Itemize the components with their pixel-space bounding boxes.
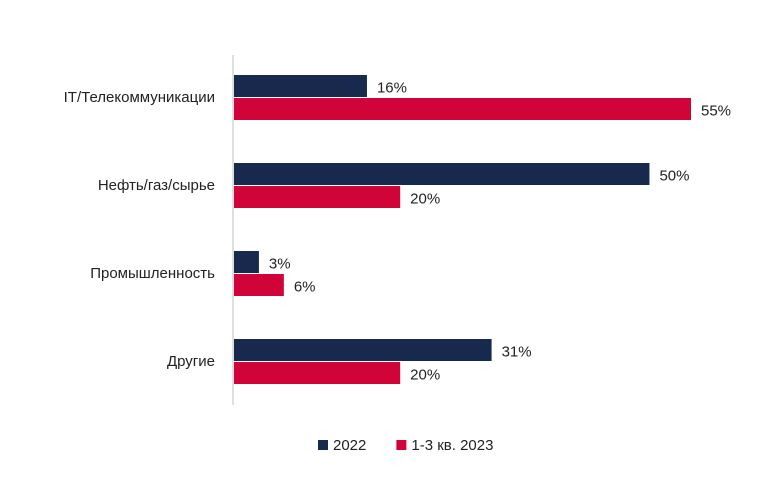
category-label: IT/Телекоммуникации (64, 89, 215, 106)
bar (234, 274, 284, 296)
legend-label: 1-3 кв. 2023 (411, 437, 493, 454)
legend-label: 2022 (333, 437, 366, 454)
bar (234, 251, 259, 273)
bar (234, 98, 691, 120)
bar (234, 186, 401, 208)
legend-swatch (318, 440, 328, 450)
category-label: Промышленность (90, 265, 215, 282)
value-label: 6% (294, 278, 316, 295)
value-label: 16% (377, 79, 407, 96)
value-label: 20% (410, 366, 440, 383)
value-label: 31% (502, 343, 532, 360)
category-label: Другие (167, 353, 215, 370)
value-label: 20% (410, 190, 440, 207)
bar (234, 362, 401, 384)
value-label: 55% (701, 102, 731, 119)
value-label: 50% (659, 167, 689, 184)
bar (234, 163, 650, 185)
legend-swatch (396, 440, 407, 450)
category-label: Нефть/газ/сырье (98, 177, 215, 194)
value-label: 3% (269, 255, 291, 272)
bar (234, 339, 492, 361)
bar (234, 75, 367, 97)
